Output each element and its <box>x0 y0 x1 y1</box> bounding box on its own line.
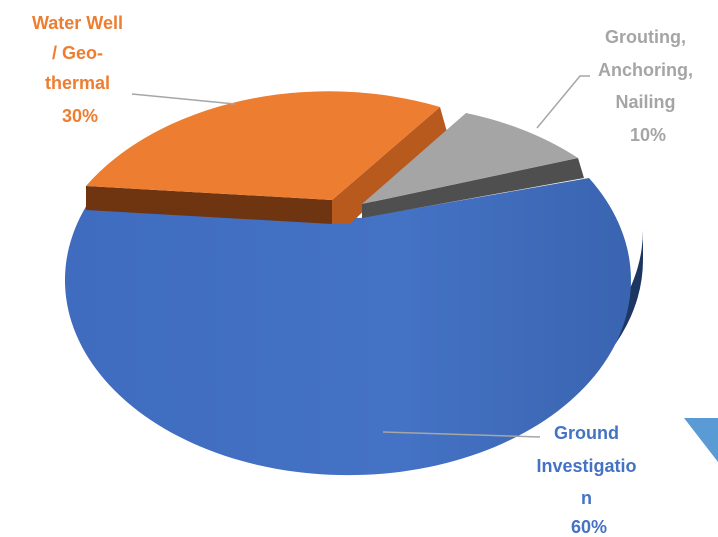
leader-line-ground <box>382 431 541 438</box>
slice-grouting-side <box>362 158 584 218</box>
label-ground-investigation: Ground Investigatio n 60% <box>536 423 641 537</box>
slice-grouting-top <box>362 113 578 204</box>
slice-water-well-top <box>86 91 440 200</box>
slice-ground-investigation-top <box>64 178 631 476</box>
decorative-triangle <box>684 418 718 462</box>
slice-grouting <box>362 113 584 218</box>
slice-water-well <box>86 91 447 224</box>
slice-water-well-cut <box>332 107 447 224</box>
leader-line-grouting <box>536 75 590 129</box>
slice-ground-investigation <box>64 178 643 476</box>
label-grouting: Grouting, Anchoring, Nailing 10% <box>598 27 698 145</box>
label-water-well: Water Well / Geo- thermal 30% <box>32 13 128 126</box>
slice-water-well-side <box>86 186 332 224</box>
leader-line-water-well <box>131 93 236 105</box>
